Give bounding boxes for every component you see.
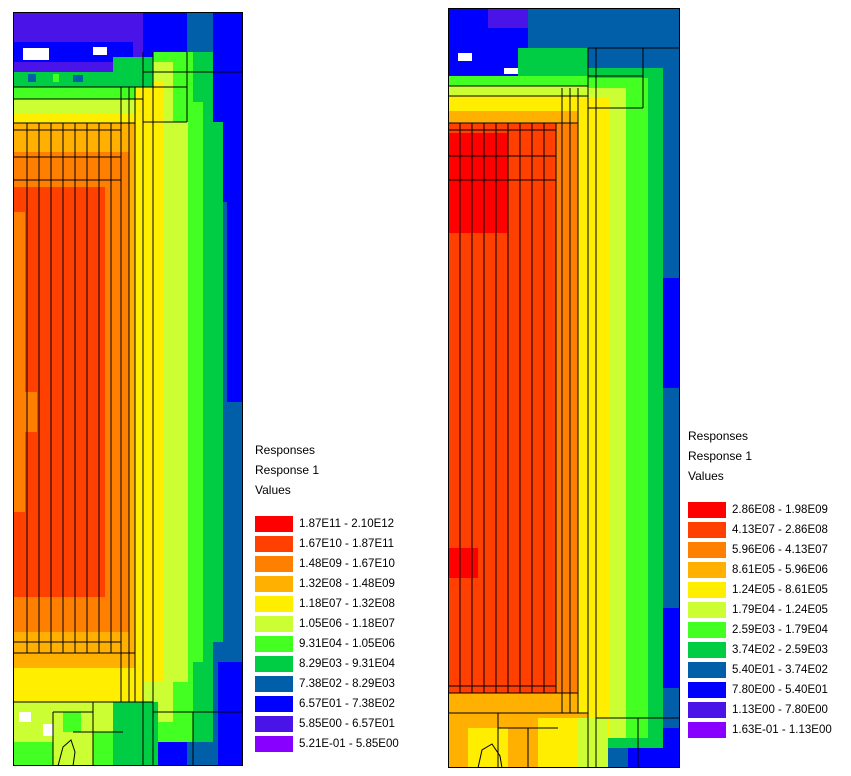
right-legend-swatch (688, 722, 726, 738)
right-legend-entry: 1.79E04 - 1.24E05 (688, 600, 832, 620)
left-legend-entry: 1.67E10 - 1.87E11 (255, 534, 399, 554)
right-legend-entry: 5.96E06 - 4.13E07 (688, 540, 832, 560)
left-legend-entry: 9.31E04 - 1.05E06 (255, 634, 399, 654)
right-legend-entry: 1.13E00 - 7.80E00 (688, 700, 832, 720)
right-legend-values-label: Values (688, 469, 724, 483)
right-legend-range-label: 8.61E05 - 5.96E06 (732, 564, 828, 576)
right-legend: Responses Response 1 Values 2.86E08 - 1.… (688, 426, 832, 740)
right-legend-title: Responses (688, 429, 749, 443)
right-contour-plot (448, 8, 680, 768)
left-legend-swatch (255, 636, 293, 652)
right-legend-swatch (688, 602, 726, 618)
left-legend-entry: 1.32E08 - 1.48E09 (255, 574, 399, 594)
right-legend-swatch (688, 562, 726, 578)
right-legend-swatch (688, 682, 726, 698)
right-legend-subtitle: Response 1 (688, 449, 753, 463)
right-legend-range-label: 5.40E01 - 3.74E02 (732, 664, 828, 676)
left-legend-swatch (255, 676, 293, 692)
right-legend-range-label: 3.74E02 - 2.59E03 (732, 644, 828, 656)
left-legend-swatch (255, 716, 293, 732)
left-legend-swatch (255, 656, 293, 672)
left-legend-title: Responses (255, 443, 316, 457)
left-legend-range-label: 7.38E02 - 8.29E03 (299, 678, 395, 690)
right-legend-entry: 8.61E05 - 5.96E06 (688, 560, 832, 580)
left-legend-entry: 1.87E11 - 2.10E12 (255, 514, 399, 534)
right-legend-range-label: 2.86E08 - 1.98E09 (732, 504, 828, 516)
right-legend-entry: 4.13E07 - 2.86E08 (688, 520, 832, 540)
left-legend-range-label: 1.32E08 - 1.48E09 (299, 578, 395, 590)
right-legend-entry: 2.86E08 - 1.98E09 (688, 500, 832, 520)
right-legend-range-label: 4.13E07 - 2.86E08 (732, 524, 828, 536)
left-legend-swatch (255, 736, 293, 752)
right-legend-range-label: 7.80E00 - 5.40E01 (732, 684, 828, 696)
right-legend-entry: 1.24E05 - 8.61E05 (688, 580, 832, 600)
left-legend-entry: 6.57E01 - 7.38E02 (255, 694, 399, 714)
left-legend-swatch (255, 596, 293, 612)
left-legend-swatch (255, 696, 293, 712)
left-contour-svg (13, 12, 243, 766)
left-legend-range-label: 1.67E10 - 1.87E11 (299, 538, 395, 550)
left-legend-entries: 1.87E11 - 2.10E12 1.67E10 - 1.87E11 1.48E0… (255, 514, 399, 754)
right-legend-entry: 2.59E03 - 1.79E04 (688, 620, 832, 640)
left-legend-range-label: 1.48E09 - 1.67E10 (299, 558, 395, 570)
right-legend-entry: 5.40E01 - 3.74E02 (688, 660, 832, 680)
right-legend-swatch (688, 502, 726, 518)
left-legend-range-label: 6.57E01 - 7.38E02 (299, 698, 395, 710)
left-legend-entry: 1.18E07 - 1.32E08 (255, 594, 399, 614)
right-legend-entry: 1.63E-01 - 1.13E00 (688, 720, 832, 740)
left-legend: Responses Response 1 Values 1.87E11 - 2.… (255, 440, 399, 754)
right-legend-entries: 2.86E08 - 1.98E09 4.13E07 - 2.86E08 5.96E0… (688, 500, 832, 740)
right-legend-range-label: 1.13E00 - 7.80E00 (732, 704, 828, 716)
right-legend-swatch (688, 522, 726, 538)
right-legend-range-label: 1.63E-01 - 1.13E00 (732, 724, 832, 736)
left-legend-subtitle: Response 1 (255, 463, 320, 477)
right-legend-range-label: 2.59E03 - 1.79E04 (732, 624, 828, 636)
left-legend-range-label: 1.87E11 - 2.10E12 (299, 518, 395, 530)
left-legend-entry: 1.05E06 - 1.18E07 (255, 614, 399, 634)
left-contour-plot (13, 12, 243, 766)
right-legend-swatch (688, 582, 726, 598)
left-legend-swatch (255, 576, 293, 592)
left-legend-range-label: 5.85E00 - 6.57E01 (299, 718, 395, 730)
left-legend-entry: 5.21E-01 - 5.85E00 (255, 734, 399, 754)
left-legend-swatch (255, 556, 293, 572)
right-legend-swatch (688, 702, 726, 718)
left-legend-values-label: Values (255, 483, 291, 497)
left-legend-entry: 8.29E03 - 9.31E04 (255, 654, 399, 674)
left-legend-range-label: 5.21E-01 - 5.85E00 (299, 738, 399, 750)
right-legend-swatch (688, 622, 726, 638)
right-legend-swatch (688, 642, 726, 658)
left-legend-range-label: 1.05E06 - 1.18E07 (299, 618, 395, 630)
left-legend-range-label: 1.18E07 - 1.32E08 (299, 598, 395, 610)
right-legend-entry: 3.74E02 - 2.59E03 (688, 640, 832, 660)
right-legend-range-label: 5.96E06 - 4.13E07 (732, 544, 828, 556)
left-legend-entry: 7.38E02 - 8.29E03 (255, 674, 399, 694)
right-legend-range-label: 1.24E05 - 8.61E05 (732, 584, 828, 596)
left-legend-range-label: 9.31E04 - 1.05E06 (299, 638, 395, 650)
left-legend-entry: 5.85E00 - 6.57E01 (255, 714, 399, 734)
right-legend-swatch (688, 662, 726, 678)
right-contour-svg (448, 8, 680, 768)
left-legend-entry: 1.48E09 - 1.67E10 (255, 554, 399, 574)
right-legend-range-label: 1.79E04 - 1.24E05 (732, 604, 828, 616)
right-legend-swatch (688, 542, 726, 558)
left-legend-swatch (255, 616, 293, 632)
right-legend-entry: 7.80E00 - 5.40E01 (688, 680, 832, 700)
left-legend-swatch (255, 516, 293, 532)
left-legend-range-label: 8.29E03 - 9.31E04 (299, 658, 395, 670)
left-legend-swatch (255, 536, 293, 552)
